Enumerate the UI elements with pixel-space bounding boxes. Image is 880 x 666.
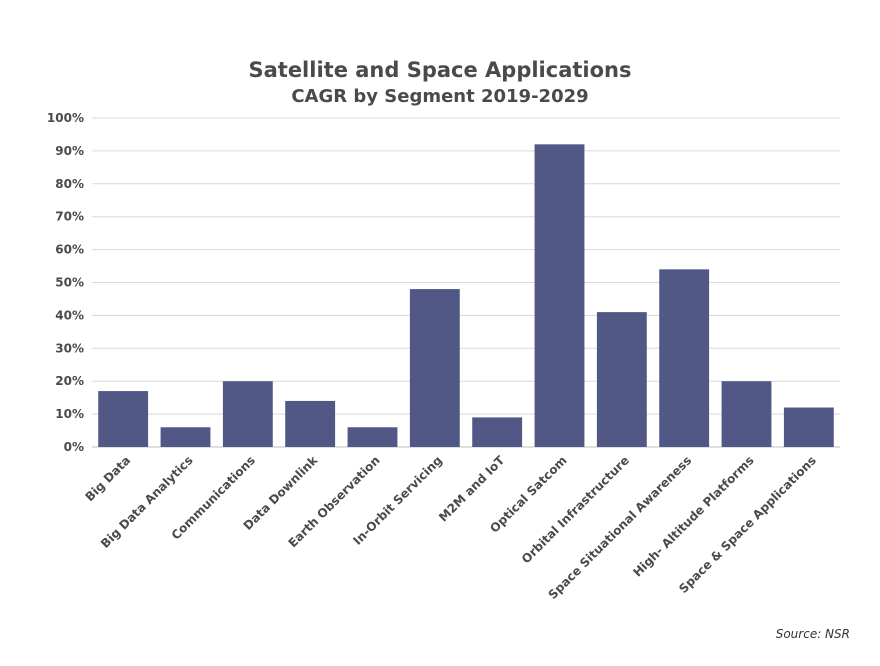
x-tick-label: High- Altitude Platforms (630, 453, 756, 579)
x-tick-label: Space & Space Applications (676, 453, 819, 596)
bar (222, 381, 273, 447)
bar (659, 269, 710, 447)
y-tick-label: 50% (55, 276, 84, 290)
bar (347, 427, 398, 447)
bar (596, 312, 647, 447)
chart-title: Satellite and Space Applications (248, 58, 632, 82)
y-axis: 0% 10% 20% 30% 40% 50% 60% 70% 80% 90% 100% (47, 111, 84, 454)
bar (472, 417, 523, 447)
y-tick-label: 20% (55, 374, 84, 388)
x-tick-label: Big Data (82, 453, 133, 504)
bar (534, 144, 585, 447)
bar (98, 391, 149, 447)
y-tick-label: 40% (55, 308, 84, 322)
y-tick-label: 30% (55, 341, 84, 355)
y-tick-label: 70% (55, 210, 84, 224)
bar (409, 289, 460, 447)
y-tick-label: 90% (55, 144, 84, 158)
bar (721, 381, 772, 447)
y-tick-label: 100% (47, 111, 84, 125)
y-tick-label: 60% (55, 243, 84, 257)
x-tick-label: M2M and IoT (436, 453, 508, 525)
bar (285, 400, 336, 447)
gridlines (92, 117, 840, 448)
y-tick-label: 80% (55, 177, 84, 191)
source-note: Source: NSR (775, 627, 850, 641)
bar (160, 427, 211, 447)
chart-subtitle: CAGR by Segment 2019-2029 (291, 86, 589, 107)
bar (783, 407, 834, 447)
bars (98, 144, 834, 447)
x-tick-label: Orbital Infrastructure (519, 453, 632, 566)
y-tick-label: 10% (55, 407, 84, 421)
y-tick-label: 0% (64, 440, 84, 454)
